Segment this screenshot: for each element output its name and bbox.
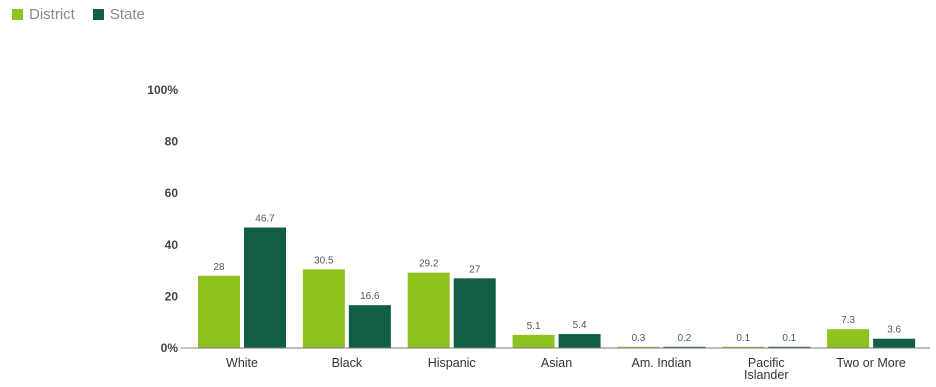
category-label-1: Black [332,356,363,370]
bar-state-5[interactable] [768,346,811,348]
bar-state-1[interactable] [348,305,391,348]
y-tick-label: 20 [165,289,179,303]
legend-item-district[interactable]: District [12,6,75,23]
data-label-district-1: 30.5 [314,255,334,266]
legend-swatch-state [92,9,104,20]
bar-district-0[interactable] [198,275,240,348]
category-label-2: Hispanic [428,356,476,370]
category-label-5: Pacific Islander [744,356,788,382]
data-label-state-1: 16.6 [360,291,380,302]
data-label-district-2: 29.2 [419,259,439,270]
legend-label-district: District [29,6,75,23]
category-label-3: Asian [541,356,572,370]
data-label-state-2: 27 [469,264,481,275]
data-label-district-0: 28 [213,262,225,273]
category-label-0: White [226,356,258,370]
y-tick-label: 100% [147,83,178,97]
data-label-district-5: 0.1 [736,333,750,344]
y-tick-label: 40 [165,238,179,252]
data-label-state-5: 0.1 [782,333,796,344]
data-label-district-4: 0.3 [631,333,645,344]
bar-state-0[interactable] [244,227,286,348]
legend-swatch-district [12,9,23,20]
data-label-state-6: 3.6 [887,325,901,336]
data-label-district-6: 7.3 [841,315,855,326]
bar-district-5[interactable] [722,346,765,348]
data-label-state-4: 0.2 [677,333,691,344]
y-tick-label: 60 [165,186,179,200]
y-tick-label: 0% [161,341,179,355]
category-label-6: Two or More [836,356,906,370]
bar-district-2[interactable] [407,272,450,348]
data-label-state-3: 5.4 [573,320,587,331]
bar-state-6[interactable] [873,338,916,348]
bar-state-3[interactable] [558,334,601,348]
bar-district-6[interactable] [827,329,870,348]
legend-label-state: State [109,6,145,23]
data-label-state-0: 46.7 [255,214,275,225]
y-tick-label: 80 [165,135,179,149]
legend: District State [12,6,145,23]
bar-district-1[interactable] [302,269,345,348]
data-label-district-3: 5.1 [527,321,541,332]
bar-district-4[interactable] [617,346,660,348]
bar-state-2[interactable] [453,278,496,348]
bar-state-4[interactable] [663,346,706,348]
bar-district-3[interactable] [512,334,555,348]
category-label-4: Am. Indian [632,356,692,370]
legend-item-state[interactable]: State [92,6,145,23]
